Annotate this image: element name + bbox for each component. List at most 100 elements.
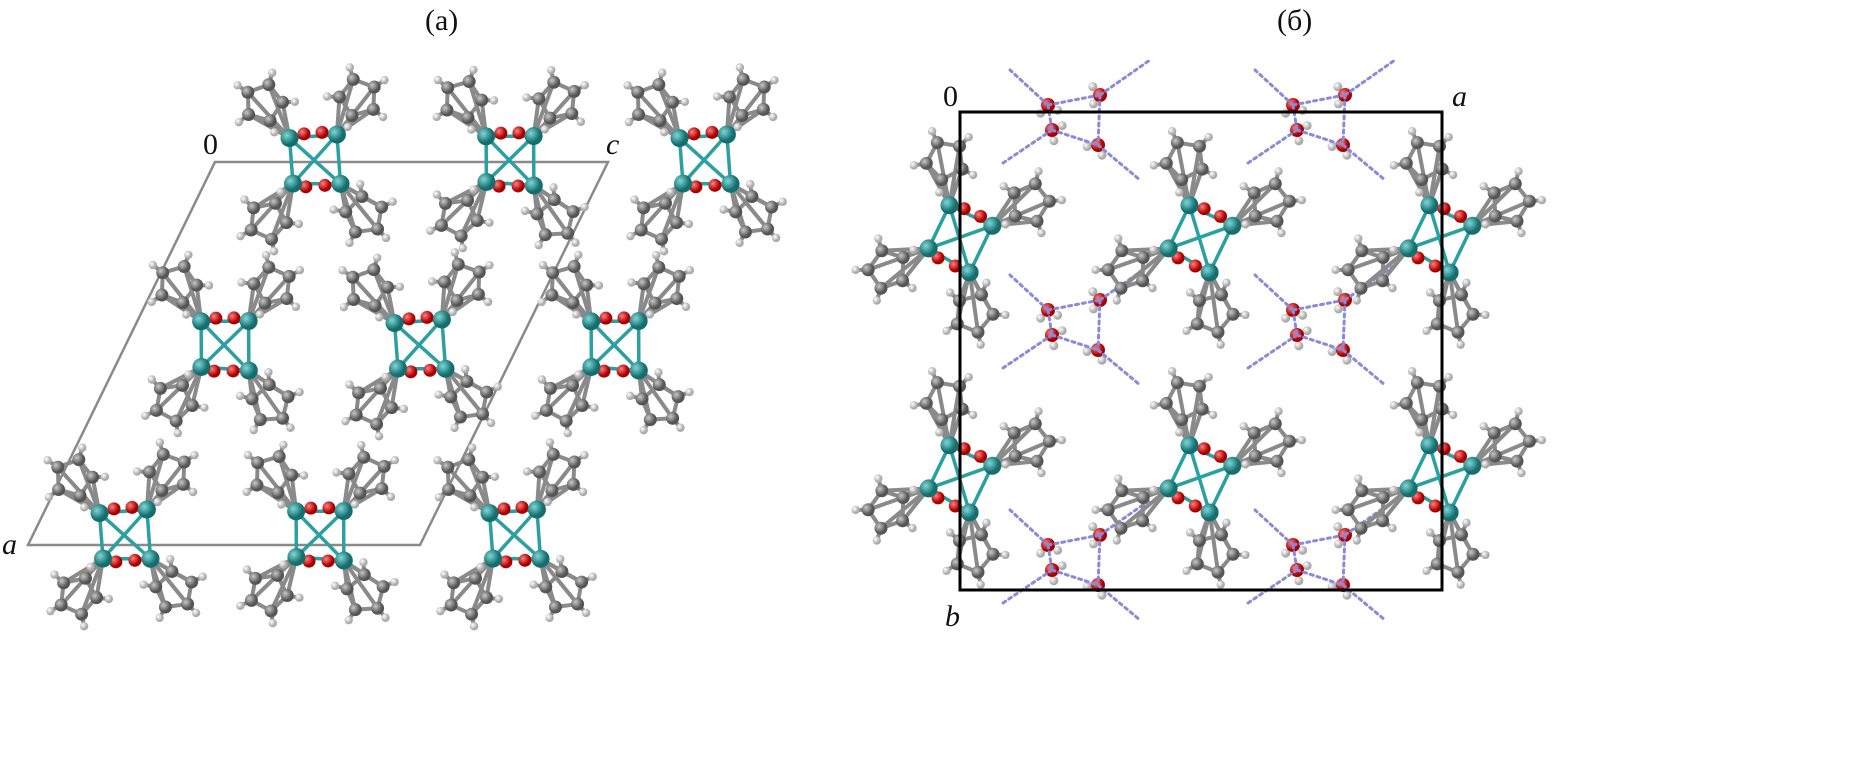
carbon-atom — [670, 292, 684, 306]
hydrogen-atom — [778, 197, 787, 206]
hydrogen-atom — [1354, 474, 1363, 483]
carbon-atom — [1399, 156, 1413, 170]
carbon-atom — [532, 92, 546, 106]
carbon-atom — [1410, 376, 1424, 390]
c-bond — [656, 82, 682, 141]
hydrogen-atom — [909, 161, 919, 170]
hydrogen-bond — [1341, 533, 1347, 587]
hydrogen-bond — [1291, 103, 1299, 132]
molecule — [233, 63, 397, 256]
carbon-atom — [1399, 396, 1413, 410]
hydrogen-bond — [1295, 333, 1345, 352]
hydrogen-atom — [964, 132, 973, 142]
hydrogen-atom — [339, 302, 349, 312]
hydrogen-atom — [1049, 136, 1059, 146]
carbon-atom — [1114, 521, 1128, 535]
carbon-atom — [1376, 251, 1390, 265]
carbon-atom — [1433, 379, 1447, 393]
carbon-atom — [262, 378, 276, 392]
hydrogen-bond — [1046, 533, 1102, 547]
hydrogen-atom — [927, 127, 937, 136]
carbon-atom — [670, 216, 684, 230]
hydrogen-atom — [1331, 505, 1340, 515]
hydrogen-atom — [345, 63, 355, 72]
hydrogen-atom — [626, 231, 635, 241]
hydrogen-bond — [1096, 93, 1102, 147]
hydrogen-atom — [768, 112, 778, 122]
oxygen-atom — [599, 311, 613, 325]
carbon-atom — [1415, 173, 1429, 187]
hydrogen-atom — [872, 296, 882, 305]
hydrogen-atom — [1241, 220, 1250, 229]
hydrogen-atom — [434, 492, 444, 502]
hydrogen-bond — [1291, 298, 1347, 312]
carbon-atom — [480, 385, 494, 399]
carbon-atom — [149, 580, 163, 594]
hydrogen-atom — [576, 117, 586, 127]
hydrogen-atom — [547, 65, 556, 75]
carbon-atom — [1433, 139, 1447, 153]
hydrogen-atom — [594, 281, 604, 290]
hydrogen-atom — [942, 326, 951, 336]
oxygen-atom — [297, 127, 311, 141]
hydrogen-atom — [874, 474, 883, 483]
hydrogen-atom — [1216, 580, 1225, 589]
carbon-atom — [1211, 325, 1225, 339]
hydrogen-atom — [1149, 401, 1159, 410]
carbon-atom — [1455, 528, 1469, 542]
hydrogen-atom — [450, 423, 459, 433]
hydrogen-atom — [520, 206, 530, 216]
carbon-atom — [475, 93, 489, 107]
carbon-atom — [986, 307, 1000, 321]
hydrogen-atom — [1462, 278, 1471, 287]
rhodium-atom — [1440, 503, 1459, 522]
carbon-atom — [281, 390, 295, 404]
hydrogen-atom — [627, 278, 636, 287]
hydrogen-atom — [155, 613, 164, 623]
oxygen-atom — [227, 311, 241, 325]
hydrogen-atom — [658, 68, 667, 77]
oxygen-atom — [107, 502, 121, 516]
carbon-atom — [1432, 534, 1446, 548]
hydrogen-atom — [390, 456, 400, 465]
hydrogen-bond — [1046, 103, 1054, 132]
carbon-atom — [666, 411, 680, 425]
hydrogen-atom — [1149, 485, 1158, 495]
carbon-atom — [632, 108, 646, 122]
axis-label-a-panel-b: a — [1452, 80, 1467, 113]
hydrogen-atom — [1057, 326, 1067, 336]
c-bond — [531, 183, 570, 236]
hydrogen-atom — [630, 195, 639, 204]
rhodium-atom — [527, 500, 546, 519]
molecule — [1331, 367, 1547, 589]
oxygen-atom — [321, 554, 335, 568]
c-bond — [338, 181, 380, 232]
carbon-atom — [339, 205, 353, 219]
hydrogen-atom — [350, 500, 360, 509]
hydrogen-atom — [486, 418, 496, 428]
carbon-atom — [637, 201, 651, 215]
hydrogen-atom — [571, 238, 580, 247]
hydrogen-atom — [343, 122, 352, 132]
hydrogen-atom — [684, 219, 694, 229]
oxygen-atom — [518, 553, 532, 567]
c-bond — [1187, 144, 1202, 208]
hydrogen-bond — [1291, 533, 1347, 547]
hydrogen-atom — [999, 182, 1008, 191]
carbon-atom — [357, 568, 371, 582]
carbon-atom — [757, 80, 771, 94]
hydrogen-atom — [1537, 435, 1547, 445]
hydrogen-atom — [386, 492, 396, 502]
hydrogen-atom — [1462, 518, 1471, 527]
carbon-atom — [1415, 413, 1429, 427]
rhodium-atom — [919, 239, 938, 258]
carbon-atom — [241, 85, 255, 99]
carbon-atom — [355, 189, 369, 203]
hydrogen-atom — [330, 581, 340, 591]
hydrogen-bond — [1253, 273, 1295, 312]
hydrogen-atom — [236, 601, 245, 610]
carbon-atom — [345, 108, 359, 122]
carbon-atom — [875, 484, 889, 498]
hydrogen-atom — [1053, 310, 1063, 320]
hydrogen-atom — [270, 128, 279, 137]
